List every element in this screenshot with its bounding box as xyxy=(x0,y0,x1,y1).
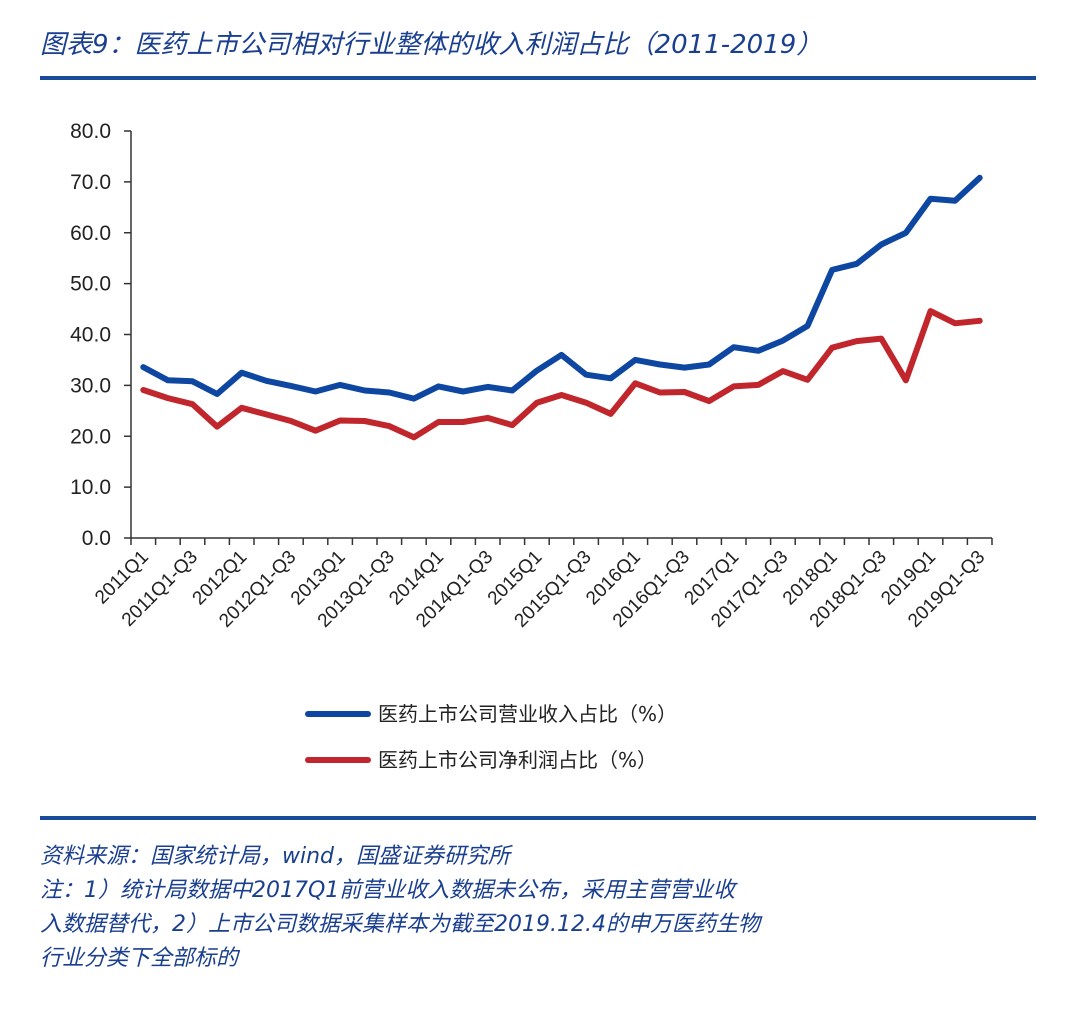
y-tick-label: 10.0 xyxy=(70,476,111,499)
data-point xyxy=(167,380,168,381)
data-point xyxy=(955,323,956,324)
data-point xyxy=(561,395,562,396)
data-point xyxy=(290,420,291,421)
data-point xyxy=(979,177,980,178)
data-point xyxy=(832,269,833,270)
source-line: 资料来源：国家统计局，wind，国盛证券研究所 xyxy=(40,844,511,869)
data-point xyxy=(586,402,587,403)
data-point xyxy=(217,426,218,427)
data-point xyxy=(192,404,193,405)
y-tick-label: 20.0 xyxy=(70,425,111,448)
data-point xyxy=(266,414,267,415)
data-point xyxy=(340,420,341,421)
data-point xyxy=(413,398,414,399)
note-line: 行业分类下全部标的 xyxy=(40,946,239,971)
data-point xyxy=(955,200,956,201)
data-point xyxy=(610,413,611,414)
data-point xyxy=(610,378,611,379)
data-point xyxy=(856,263,857,264)
source-notes: 资料来源：国家统计局，wind，国盛证券研究所 注：1）统计局数据中2017Q1… xyxy=(40,840,1040,976)
bottom-rule xyxy=(40,816,1036,820)
data-point xyxy=(266,380,267,381)
data-point xyxy=(733,386,734,387)
data-point xyxy=(438,422,439,423)
chart-title: 图表9：医药上市公司相对行业整体的收入利润占比（2011-2019） xyxy=(40,30,823,60)
data-point xyxy=(167,398,168,399)
data-point xyxy=(807,379,808,380)
y-axis: 0.0 10.0 20.0 30.0 40.0 50.0 60.0 70.0 80.0 xyxy=(70,120,132,550)
data-point xyxy=(536,370,537,371)
data-point xyxy=(659,364,660,365)
y-tick-label: 80.0 xyxy=(70,120,111,143)
data-point xyxy=(463,422,464,423)
data-point xyxy=(659,392,660,393)
data-point xyxy=(512,390,513,391)
top-rule xyxy=(40,76,1036,80)
data-point xyxy=(856,341,857,342)
data-point xyxy=(290,385,291,386)
data-point xyxy=(487,417,488,418)
data-point xyxy=(512,425,513,426)
note-line: 注：1）统计局数据中2017Q1前营业收入数据未公布，采用主营营业收 xyxy=(40,878,736,903)
data-point xyxy=(930,198,931,199)
y-tick-label: 30.0 xyxy=(70,374,111,397)
data-point xyxy=(463,391,464,392)
data-point xyxy=(832,347,833,348)
y-tick-label: 50.0 xyxy=(70,273,111,296)
y-tick-label: 60.0 xyxy=(70,222,111,245)
series-layer xyxy=(140,174,983,441)
data-point xyxy=(143,367,144,368)
data-point xyxy=(733,347,734,348)
data-point xyxy=(758,350,759,351)
data-point xyxy=(315,430,316,431)
legend-label: 医药上市公司净利润占比（%） xyxy=(378,748,657,772)
x-axis: 2011Q12011Q1-Q32012Q12012Q1-Q32013Q12013… xyxy=(91,537,993,632)
data-point xyxy=(536,402,537,403)
data-point xyxy=(635,383,636,384)
series-line-1 xyxy=(140,174,983,402)
data-point xyxy=(364,420,365,421)
data-point xyxy=(881,338,882,339)
data-point xyxy=(807,325,808,326)
data-point xyxy=(684,367,685,368)
data-point xyxy=(782,340,783,341)
data-point xyxy=(758,384,759,385)
data-point xyxy=(709,401,710,402)
data-point xyxy=(241,372,242,373)
data-point xyxy=(709,364,710,365)
data-point xyxy=(315,391,316,392)
data-point xyxy=(241,407,242,408)
line-chart: 0.0 10.0 20.0 30.0 40.0 50.0 60.0 70.0 80.0 2011… xyxy=(70,120,993,772)
y-tick-label: 40.0 xyxy=(70,324,111,347)
data-point xyxy=(586,374,587,375)
legend: 医药上市公司营业收入占比（%） 医药上市公司净利润占比（%） xyxy=(305,702,677,772)
data-point xyxy=(684,391,685,392)
data-point xyxy=(340,384,341,385)
data-point xyxy=(438,386,439,387)
note-line: 入数据替代，2）上市公司数据采集样本为截至2019.12.4的申万医药生物 xyxy=(40,912,760,937)
data-point xyxy=(487,386,488,387)
data-point xyxy=(905,232,906,233)
data-point xyxy=(782,371,783,372)
data-point xyxy=(389,392,390,393)
data-point xyxy=(143,389,144,390)
data-point xyxy=(364,390,365,391)
data-point xyxy=(389,426,390,427)
data-point xyxy=(881,244,882,245)
data-point xyxy=(979,320,980,321)
legend-label: 医药上市公司营业收入占比（%） xyxy=(378,702,677,726)
y-tick-label: 0.0 xyxy=(82,527,111,550)
data-point xyxy=(192,381,193,382)
series-line-2 xyxy=(140,308,983,441)
data-point xyxy=(635,359,636,360)
y-tick-label: 70.0 xyxy=(70,171,111,194)
data-point xyxy=(930,311,931,312)
data-point xyxy=(905,380,906,381)
data-point xyxy=(561,354,562,355)
data-point xyxy=(217,394,218,395)
data-point xyxy=(413,437,414,438)
